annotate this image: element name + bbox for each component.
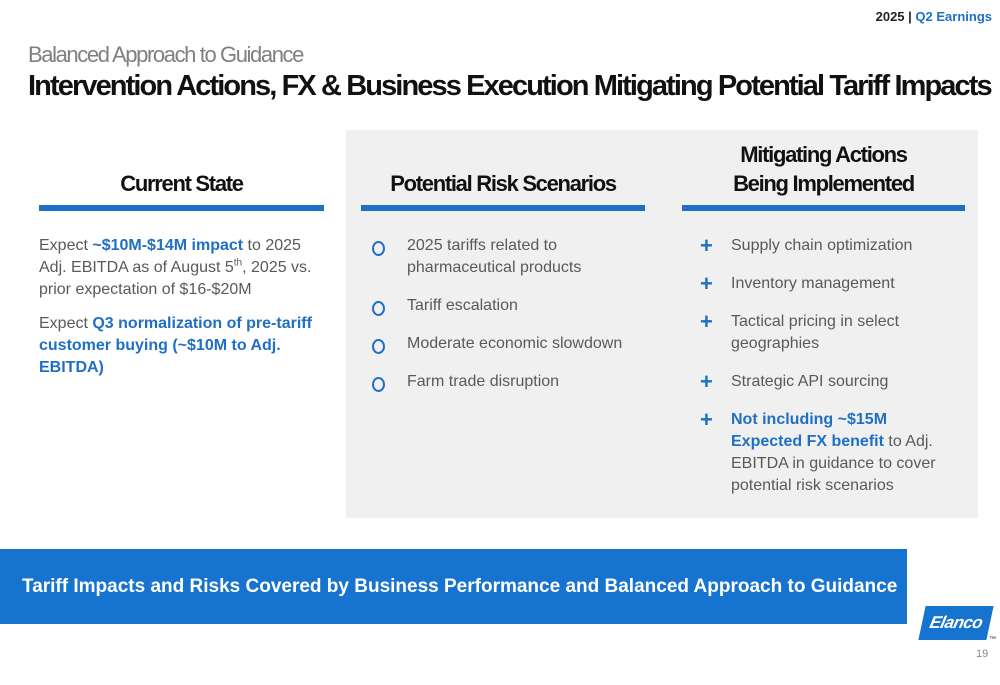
text-run: to Adj. EBITDA in guidance to cover pote… [731, 433, 936, 494]
bullet-plus: + [700, 233, 713, 258]
bullet-plus: + [700, 369, 713, 394]
header: 2025 | Q2 Earnings [876, 9, 992, 24]
logo: Elanco [918, 606, 994, 640]
text-run: Tactical pricing in select geographies [731, 313, 900, 352]
header-year: 2025 [875, 9, 905, 24]
bullet-circle [372, 301, 385, 316]
panel [346, 130, 978, 518]
list-item: 2025 tariffs related to pharmaceutical p… [407, 235, 637, 279]
header-separator: | [908, 9, 912, 24]
bullet-plus: + [700, 309, 713, 334]
bullet-plus: + [700, 407, 713, 432]
heading-line: Mitigating Actions [740, 142, 908, 167]
text-run: to 2025 Adj. EBITDA as of August 5 [39, 237, 301, 276]
list-item: Supply chain optimization [731, 235, 961, 257]
page-number: 19 [976, 648, 989, 660]
text-run: ~$10M-$14M impact [92, 237, 244, 254]
heading-line: Current State [120, 171, 244, 196]
title: Intervention Actions, FX & Business Exec… [28, 70, 993, 102]
column-rule [682, 205, 965, 211]
text-run: Moderate economic slowdown [407, 335, 623, 352]
heading-line: Being Implemented [733, 171, 915, 196]
text-run: Strategic API sourcing [731, 373, 889, 390]
list-item: Not including ~$15M Expected FX benefit … [731, 409, 961, 497]
header-label: Q2 Earnings [915, 9, 992, 24]
column-heading: Mitigating Actions Being Implemented [682, 140, 965, 198]
text-run: Farm trade disruption [407, 373, 560, 390]
text-run: Q3 normalization of pre-tariff customer … [39, 315, 312, 376]
bullet-circle [372, 377, 385, 392]
bullet-circle [372, 241, 385, 256]
column-rule [39, 205, 324, 211]
text-run: Expect [39, 237, 93, 254]
list-item: Expect Q3 normalization of pre-tariff cu… [39, 313, 319, 379]
text-run: Tariff escalation [407, 297, 518, 314]
list-item: Tactical pricing in select geographies [731, 311, 961, 355]
trademark: ™ [989, 636, 996, 643]
list-item: Tariff escalation [407, 295, 637, 317]
list-item: Moderate economic slowdown [407, 333, 637, 355]
bullet-plus: + [700, 271, 713, 296]
banner: Tariff Impacts and Risks Covered by Busi… [0, 549, 907, 624]
heading-line: Potential Risk Scenarios [390, 171, 617, 196]
text-run: Supply chain optimization [731, 237, 913, 254]
text-run: Not including ~$15M Expected FX benefit [731, 411, 888, 450]
text-run: Expect [39, 315, 93, 332]
list-item: Expect ~$10M-$14M impact to 2025 Adj. EB… [39, 235, 319, 301]
list-item: Strategic API sourcing [731, 371, 961, 393]
column-heading: Current State [39, 169, 324, 198]
bullet-circle [372, 339, 385, 354]
list-item: Inventory management [731, 273, 961, 295]
column-rule [361, 205, 645, 211]
text-run: th [233, 257, 243, 269]
kicker: Balanced Approach to Guidance [28, 42, 304, 67]
text-run: 2025 tariffs related to pharmaceutical p… [407, 237, 582, 276]
text-run: , 2025 vs. prior expectation of $16-$20M [39, 259, 312, 298]
list-item: Farm trade disruption [407, 371, 637, 393]
column-heading: Potential Risk Scenarios [361, 169, 645, 198]
text-run: Inventory management [731, 275, 895, 292]
